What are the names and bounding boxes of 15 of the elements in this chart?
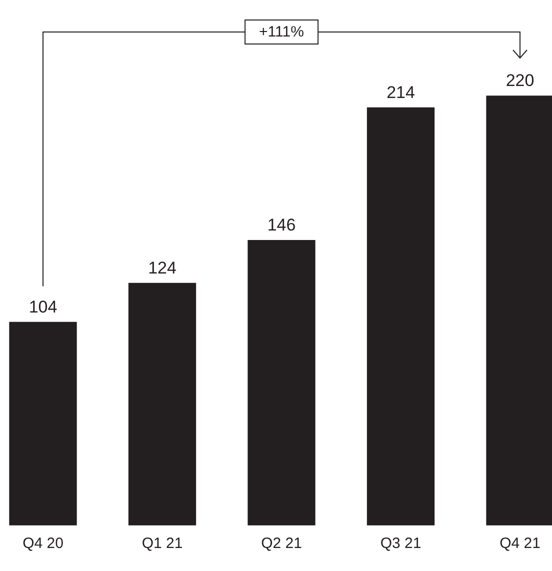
x-tick-label: Q3 21 bbox=[380, 535, 422, 552]
bar bbox=[366, 107, 435, 526]
data-label: 214 bbox=[386, 82, 415, 102]
x-tick-label: Q4 21 bbox=[500, 535, 540, 552]
text: +111% bbox=[244, 20, 319, 44]
x-tick-label: Q1 21 bbox=[142, 535, 183, 552]
bar bbox=[9, 322, 77, 526]
bar bbox=[248, 240, 316, 526]
bar bbox=[128, 282, 196, 526]
data-label: 146 bbox=[267, 215, 296, 234]
data-label: 124 bbox=[148, 258, 176, 278]
data-label: 220 bbox=[506, 71, 534, 90]
x-tick-label: Q4 20 bbox=[22, 535, 64, 552]
x-tick-label: Q2 21 bbox=[261, 535, 302, 552]
data-label: 104 bbox=[28, 297, 58, 316]
